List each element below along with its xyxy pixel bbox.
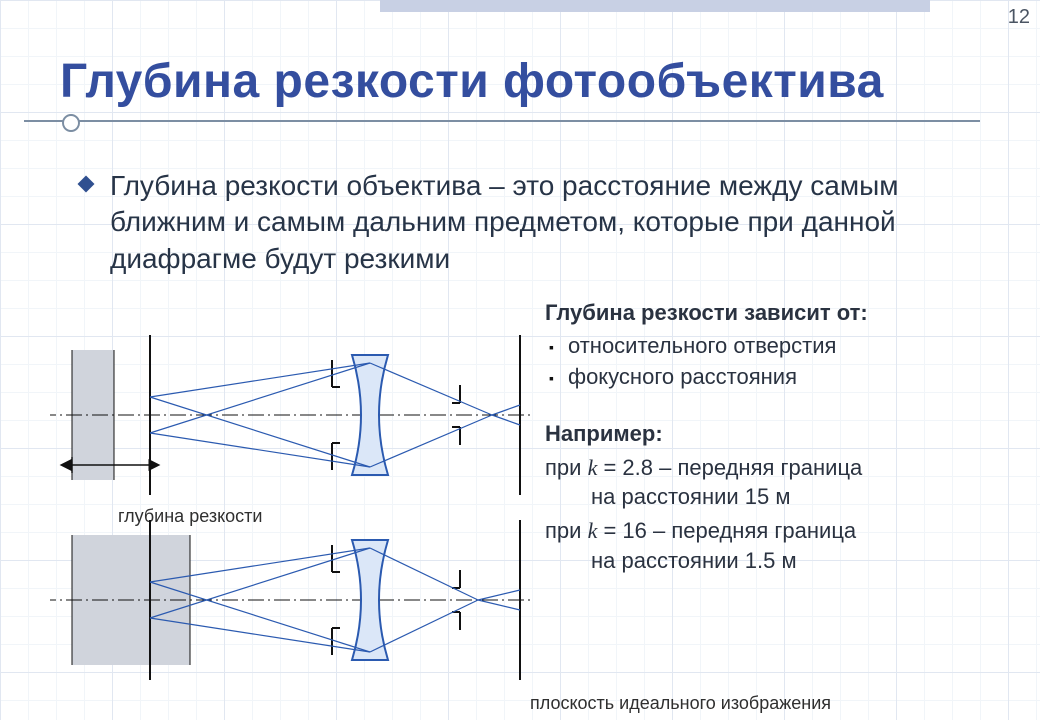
- definition-paragraph: Глубина резкости объектива – это расстоя…: [110, 168, 980, 277]
- page-number: 12: [1008, 6, 1030, 29]
- example-block: при k = 2.8 – передняя граница на рассто…: [545, 453, 1000, 576]
- list-item: относительного отверстия: [545, 330, 1000, 362]
- page-title: Глубина резкости фотообъектива: [60, 54, 884, 109]
- title-rule-dot-icon: [62, 114, 80, 132]
- example-line-2: при k = 16 – передняя граница на расстоя…: [545, 516, 1000, 575]
- title-bar-accent: [380, 0, 930, 12]
- optical-diagram: [50, 330, 530, 700]
- right-column: Глубина резкости зависит от: относительн…: [545, 298, 1000, 580]
- list-item: фокусного расстояния: [545, 361, 1000, 393]
- depends-list: относительного отверстия фокусного расст…: [545, 330, 1000, 393]
- depends-header: Глубина резкости зависит от:: [545, 298, 1000, 328]
- definition-text: Глубина резкости объектива – это расстоя…: [110, 170, 898, 274]
- image-plane-caption: плоскость идеального изображения: [530, 693, 831, 714]
- example-line-1: при k = 2.8 – передняя граница на рассто…: [545, 453, 1000, 512]
- title-rule: [24, 120, 980, 122]
- example-header: Например:: [545, 419, 1000, 449]
